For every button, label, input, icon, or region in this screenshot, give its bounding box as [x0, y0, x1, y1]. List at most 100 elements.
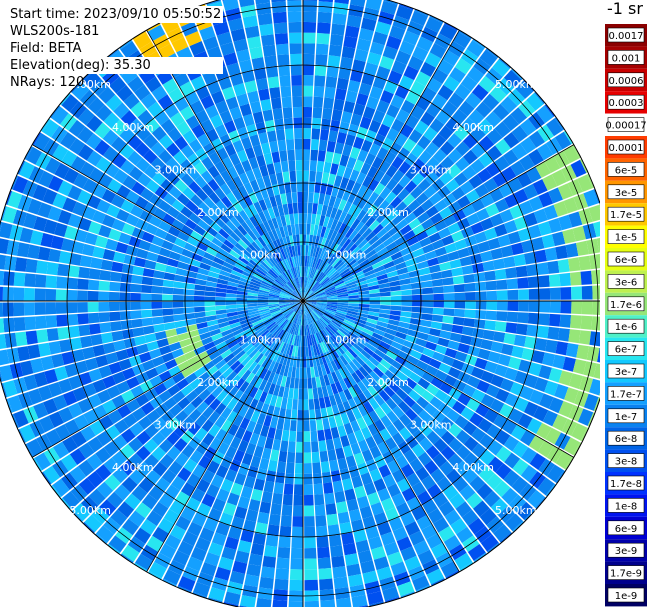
ray-gate	[179, 338, 192, 348]
ray-gate	[476, 208, 490, 222]
ray-gate	[245, 169, 256, 182]
ray-gate	[352, 59, 366, 73]
ray-gate	[335, 311, 347, 318]
ray-gate	[152, 461, 168, 477]
ray-gate	[275, 340, 283, 351]
ray-gate	[240, 321, 252, 329]
ray-gate	[312, 269, 319, 280]
ray-gate	[113, 102, 130, 119]
ray-gate	[427, 483, 443, 499]
ray-gate	[323, 352, 331, 364]
ray-gate	[184, 218, 198, 230]
ray-gate	[206, 483, 220, 498]
ray-gate	[154, 331, 167, 341]
ray-gate	[215, 287, 227, 293]
ray-gate	[476, 483, 493, 500]
ray-gate	[544, 247, 558, 261]
ray-gate	[421, 524, 438, 540]
ray-gate	[278, 386, 285, 398]
ray-gate	[141, 317, 154, 327]
ray-gate	[256, 597, 272, 607]
ray-gate	[285, 284, 294, 292]
ray-gate	[444, 509, 461, 526]
ray-gate	[284, 332, 291, 344]
ray-gate	[361, 139, 373, 153]
ray-gate	[314, 307, 325, 313]
ray-gate	[119, 127, 135, 143]
ray-gate	[326, 384, 334, 396]
ray-gate	[439, 261, 452, 271]
ray-gate	[244, 408, 255, 421]
ray-gate	[303, 255, 306, 267]
ray-gate	[297, 303, 302, 314]
ray-gate	[88, 368, 102, 382]
ray-gate	[361, 227, 373, 239]
ray-gate	[325, 308, 337, 314]
ray-gate	[209, 437, 222, 451]
ray-gate	[152, 417, 167, 431]
colorbar-label-box	[607, 587, 645, 603]
ray-gate	[317, 365, 323, 377]
ray-gate	[146, 179, 160, 194]
ray-gate	[278, 301, 290, 304]
ray-gate	[256, 177, 266, 190]
ray-gate	[269, 306, 280, 310]
ray-gate	[319, 318, 328, 327]
ray-gate	[417, 377, 431, 390]
ray-gate	[74, 229, 88, 243]
ray-gate	[205, 104, 219, 119]
range-ring-label: 2.00km	[367, 376, 409, 389]
ray-gate	[315, 304, 327, 309]
ray-gate	[217, 247, 229, 257]
ray-gate	[316, 303, 327, 308]
ray-gate	[495, 388, 510, 403]
ray-gate	[315, 291, 326, 297]
colorbar-tick-label: 0.0001	[609, 143, 644, 154]
ray-gate	[198, 388, 211, 401]
ray-gate	[449, 493, 466, 509]
ray-gate	[336, 356, 346, 368]
ray-gate	[261, 280, 272, 287]
ray-gate	[408, 372, 422, 384]
ray-gate	[287, 366, 293, 378]
ray-gate	[463, 149, 478, 165]
ray-gate	[224, 591, 241, 606]
ray-gate	[337, 511, 350, 524]
ray-gate	[312, 257, 317, 268]
ray-gate	[287, 441, 296, 453]
ray-gate	[327, 299, 338, 301]
ray-gate	[51, 485, 62, 498]
ray-gate	[290, 302, 301, 308]
ray-gate	[442, 315, 454, 324]
ray-gate	[473, 500, 490, 517]
ray-gate	[110, 321, 122, 332]
ray-gate	[158, 390, 172, 403]
ray-gate	[386, 410, 399, 424]
ray-gate	[373, 556, 390, 571]
ray-gate	[576, 240, 589, 256]
ray-gate	[303, 431, 311, 442]
range-ring-label: 5.00km	[69, 504, 111, 517]
ray-gate	[315, 306, 326, 312]
ray-gate	[332, 318, 343, 326]
ray-gate	[375, 21, 392, 36]
ray-gate	[379, 305, 391, 310]
ray-gate	[263, 220, 272, 233]
ray-gate	[359, 505, 373, 519]
ray-gate	[205, 310, 217, 317]
ray-gate	[320, 353, 327, 365]
ray-gate	[307, 313, 313, 324]
ray-gate	[592, 301, 600, 315]
ray-gate	[262, 109, 274, 122]
ray-gate	[203, 36, 219, 51]
ray-gate	[98, 415, 114, 430]
ray-gate	[229, 153, 241, 166]
ray-gate	[425, 17, 443, 33]
ray-gate	[443, 293, 455, 301]
ray-gate	[220, 406, 232, 420]
ray-gate	[122, 367, 136, 380]
ray-gate	[260, 425, 270, 438]
ray-gate	[247, 303, 258, 307]
ray-gate	[303, 452, 312, 464]
ray-gate	[324, 310, 335, 317]
